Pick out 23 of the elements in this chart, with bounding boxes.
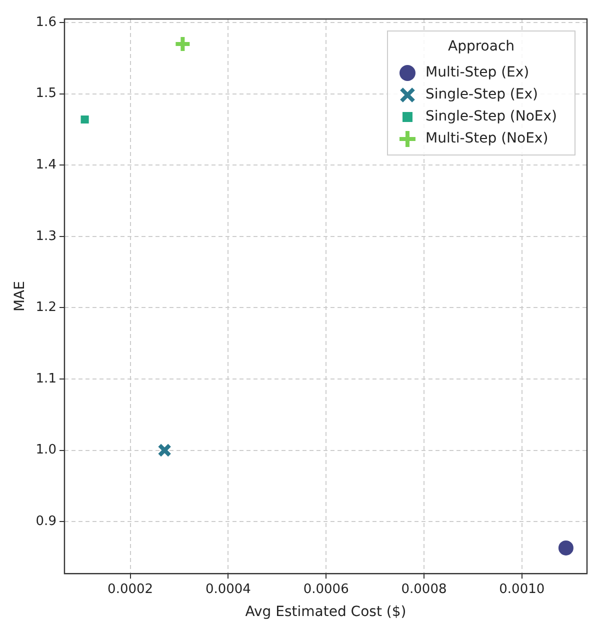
legend-label: Multi-Step (NoEx) bbox=[425, 130, 548, 147]
x-tick-label: 0.0002 bbox=[108, 582, 154, 597]
x-tick-label: 0.0006 bbox=[303, 582, 349, 597]
y-tick-label: 1.2 bbox=[36, 300, 56, 316]
y-tick-label: 1.3 bbox=[36, 228, 56, 244]
x-tick-label: 0.0004 bbox=[205, 582, 251, 597]
point bbox=[80, 115, 89, 124]
point bbox=[558, 540, 574, 556]
y-tick-label: 1.4 bbox=[36, 158, 56, 173]
y-tick-label: 0.9 bbox=[36, 514, 56, 529]
y-tick-label: 1.5 bbox=[36, 86, 56, 102]
point bbox=[158, 443, 172, 458]
y-axis-title: MAE bbox=[12, 281, 28, 312]
y-tick-label: 1.6 bbox=[36, 14, 56, 30]
legend-label: Single-Step (NoEx) bbox=[425, 108, 558, 125]
x-tick-label: 0.0008 bbox=[401, 582, 447, 597]
y-tick-label: 1.0 bbox=[36, 442, 56, 458]
legend-label: Single-Step (Ex) bbox=[425, 86, 538, 103]
x-tick-label: 0.0010 bbox=[499, 582, 545, 597]
x-axis-title: Avg Estimated Cost ($) bbox=[245, 604, 406, 620]
legend-label: Multi-Step (Ex) bbox=[425, 64, 530, 81]
legend-title: Approach bbox=[448, 38, 515, 55]
y-tick-label: 1.1 bbox=[36, 371, 56, 386]
